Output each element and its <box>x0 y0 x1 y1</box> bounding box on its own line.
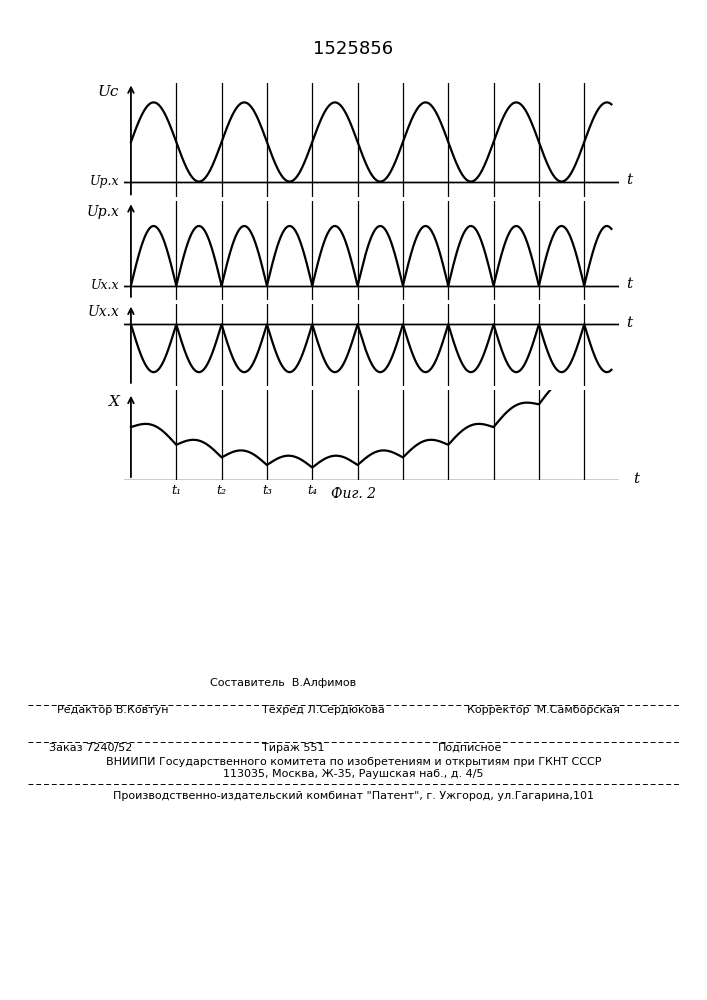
Text: Uр.х: Uр.х <box>86 205 119 219</box>
Text: Техред Л.Сердюкова: Техред Л.Сердюкова <box>262 705 385 715</box>
Text: Uх.х: Uх.х <box>88 305 119 319</box>
Text: Uр.х: Uр.х <box>90 175 119 188</box>
Text: Производственно-издательский комбинат "Патент", г. Ужгород, ул.Гагарина,101: Производственно-издательский комбинат "П… <box>113 791 594 801</box>
Text: Составитель  В.Алфимов: Составитель В.Алфимов <box>210 678 356 688</box>
Text: Тираж 551: Тираж 551 <box>262 743 324 753</box>
Text: Корректор  М.Самборская: Корректор М.Самборская <box>467 705 619 715</box>
Text: 1525856: 1525856 <box>313 40 394 58</box>
Text: t₃: t₃ <box>262 484 272 497</box>
Text: Uх.х: Uх.х <box>91 279 119 292</box>
Text: ВНИИПИ Государственного комитета по изобретениям и открытиям при ГКНТ СССР: ВНИИПИ Государственного комитета по изоб… <box>106 757 601 767</box>
Text: X: X <box>108 395 119 409</box>
Text: t: t <box>633 472 639 486</box>
Text: t₁: t₁ <box>171 484 181 497</box>
Text: Редактор В.Ковтун: Редактор В.Ковтун <box>57 705 168 715</box>
Text: t: t <box>626 173 632 187</box>
Text: 113035, Москва, Ж-35, Раушская наб., д. 4/5: 113035, Москва, Ж-35, Раушская наб., д. … <box>223 769 484 779</box>
Text: Фиг. 2: Фиг. 2 <box>331 487 376 501</box>
Text: t₄: t₄ <box>308 484 317 497</box>
Text: Заказ 7240/52: Заказ 7240/52 <box>49 743 133 753</box>
Text: t₂: t₂ <box>216 484 227 497</box>
Text: t: t <box>626 277 632 291</box>
Text: t: t <box>626 316 632 330</box>
Text: Подписное: Подписное <box>438 743 503 753</box>
Text: Uс: Uс <box>98 85 119 99</box>
